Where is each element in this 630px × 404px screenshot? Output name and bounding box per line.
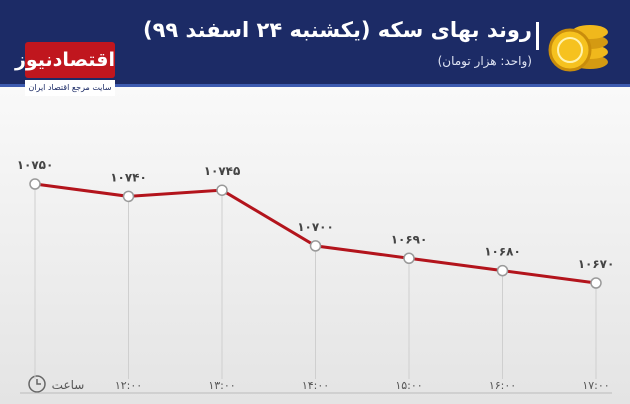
logo: اقتصادنیوز سایت مرجع اقتصاد ایران xyxy=(15,42,115,98)
logo-text: اقتصادنیوز xyxy=(15,42,115,78)
x-tick-label: ۱۲:۰۰ xyxy=(115,379,142,392)
logo-tagline: سایت مرجع اقتصاد ایران xyxy=(25,80,115,96)
title: روند بهای سکه (یکشنبه ۲۴ اسفند ۹۹) xyxy=(142,18,532,42)
point xyxy=(309,240,322,252)
x-axis-label: ساعت xyxy=(52,378,85,392)
point xyxy=(403,252,415,264)
x-tick-label: ۱۳:۰۰ xyxy=(208,379,235,392)
point xyxy=(496,264,509,277)
value-label: ۱۰۷۴۵ xyxy=(204,164,241,178)
subtitle: (واحد: هزار تومان) xyxy=(437,54,532,68)
x-tick-label: ۱۵:۰۰ xyxy=(395,379,422,392)
value-label: ۱۰۶۸۰ xyxy=(484,245,521,259)
value-label: ۱۰۶۷۰ xyxy=(578,257,615,271)
x-tick-label: ۱۷:۰۰ xyxy=(582,379,609,392)
value-label: ۱۰۷۰۰ xyxy=(297,220,334,234)
value-label: ۱۰۷۵۰ xyxy=(17,158,54,172)
value-label: ۱۰۷۴۰ xyxy=(110,170,147,184)
x-tick-label: ۱۴:۰۰ xyxy=(302,379,329,392)
point xyxy=(216,184,228,196)
coins-icon xyxy=(536,22,608,72)
value-label: ۱۰۶۹۰ xyxy=(391,232,428,246)
clock-icon xyxy=(28,375,46,393)
x-tick-label: ۱۶:۰۰ xyxy=(489,379,516,392)
point xyxy=(122,190,135,203)
point xyxy=(29,178,41,190)
point xyxy=(590,277,602,289)
